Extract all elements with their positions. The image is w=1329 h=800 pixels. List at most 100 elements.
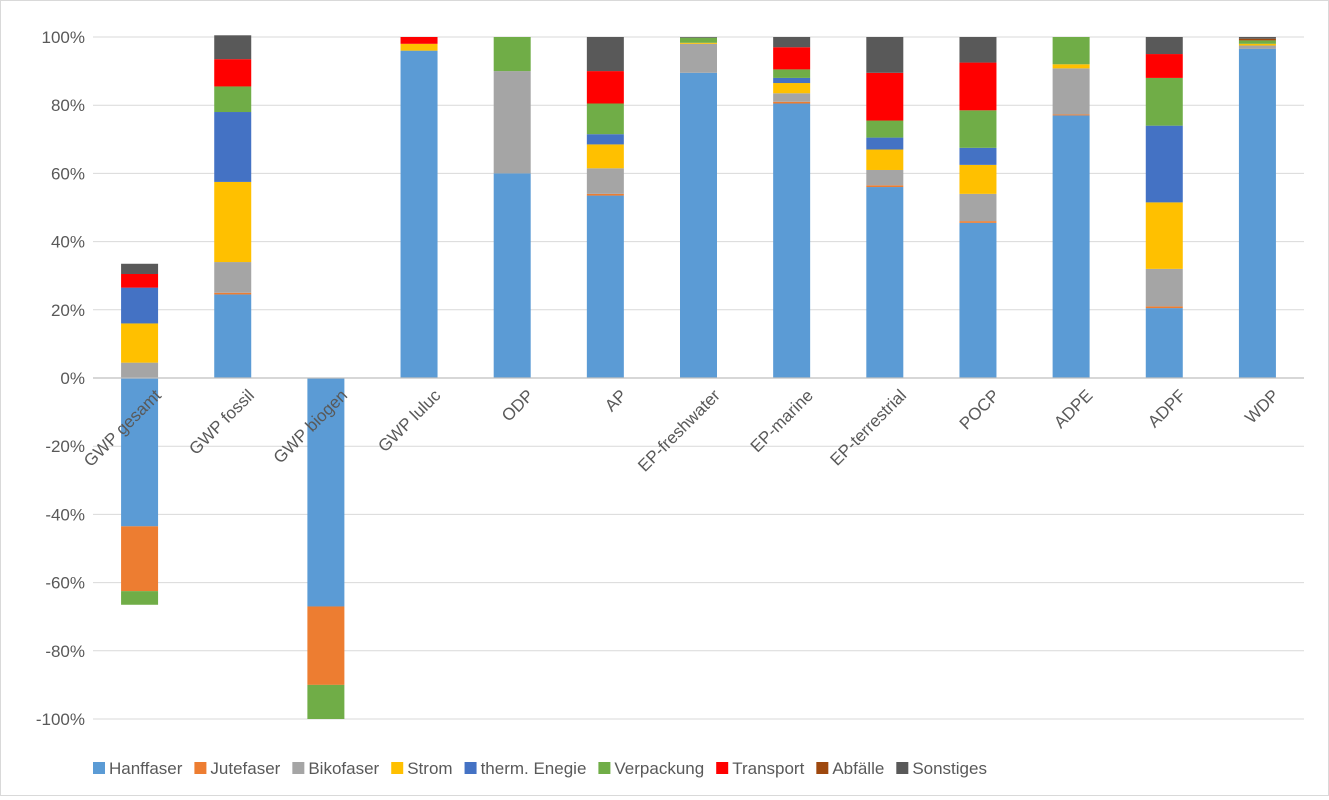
bar-jutefaser-ep-marine [773,101,811,104]
bar-verpackung-ap [586,103,624,135]
legend-label: Verpackung [614,759,704,778]
y-tick-label: 20% [51,301,85,320]
bar-strom-ep-terrestrial [866,149,904,170]
bar-jutefaser-ap [586,193,624,196]
legend-swatch [194,762,207,774]
bar-transport-gwp-luluc [400,37,438,44]
bar-verpackung-pocp [959,110,997,148]
x-tick-label: GWP luluc [374,386,444,456]
y-tick-label: -100% [36,710,85,729]
y-tick-label: -80% [45,642,85,661]
bar-verpackung-ep-freshwater [680,37,717,43]
bar-verpackung-ep-terrestrial [866,120,904,138]
bar-therm-enegie-ep-terrestrial [866,137,904,150]
legend-swatch [93,762,105,774]
bar-hanffaser-ep-freshwater [680,72,717,379]
bar-bikofaser-adpe [1052,68,1090,115]
bar-hanffaser-gwp-biogen [307,378,345,607]
bar-strom-gwp-gesamt [121,323,159,363]
bar-verpackung-gwp-gesamt [121,591,159,605]
bar-verpackung-gwp-fossil [214,86,252,113]
bar-sonstiges-adpf [1145,37,1183,55]
x-tick-label: ODP [498,386,537,425]
bar-bikofaser-wdp [1238,45,1276,49]
legend-swatch [464,762,477,774]
x-axis-labels: GWP gesamt GWP fossil GWP biogen GWP luluc O… [80,386,1283,476]
bar-verpackung-odp [493,37,531,72]
legend-swatch [896,762,909,774]
bar-jutefaser-gwp-gesamt [121,526,159,592]
bar-strom-gwp-luluc [400,43,438,51]
bar-bikofaser-ap [586,168,624,194]
bar-verpackung-wdp [1238,40,1276,44]
bar-jutefaser-pocp [959,221,997,223]
bar-verpackung-adpf [1145,77,1183,126]
bar-therm-enegie-ep-marine [773,77,811,84]
y-tick-label: 40% [51,233,85,252]
bar-strom-wdp [1238,43,1276,46]
bar-transport-adpf [1145,54,1183,78]
bar-sonstiges-ap [586,37,624,72]
bar-strom-adpf [1145,202,1183,269]
y-axis: 100% 80% 60% 40% 20% 0% -20% -40% -60% -80% -100% [36,28,85,729]
legend-label: therm. Enegie [481,759,587,778]
bar-bikofaser-pocp [959,193,997,222]
bar-jutefaser-adpf [1145,306,1183,309]
legend-label: Hanffaser [109,759,183,778]
y-tick-label: 60% [51,164,85,183]
legend-swatch [816,762,829,774]
x-tick-label: EP-marine [747,386,817,456]
x-tick-label: ADPE [1050,386,1096,432]
legend-label: Abfälle [832,759,884,778]
bar-verpackung-ep-marine [773,69,811,78]
x-tick-label: EP-terrestrial [827,386,911,470]
bar-bikofaser-ep-freshwater [680,43,717,73]
legend-swatch [716,762,729,774]
bar-hanffaser-gwp-gesamt [121,378,159,527]
x-tick-label: ADPF [1144,386,1189,431]
bar-sonstiges-ep-terrestrial [866,37,904,73]
x-tick-label: WDP [1241,386,1282,427]
bar-strom-gwp-fossil [214,181,252,263]
legend-label: Sonstiges [912,759,987,778]
legend-label: Jutefaser [210,759,280,778]
bar-bikofaser-adpf [1145,268,1183,307]
bar-verpackung-gwp-biogen [307,684,345,719]
bar-transport-ep-marine [773,47,811,70]
bar-hanffaser-ep-terrestrial [866,187,904,378]
bar-transport-ap [586,71,624,104]
legend: Hanffaser Jutefaser Bikofaser Strom therm. E… [93,759,987,778]
y-tick-label: 80% [51,96,85,115]
bar-verpackung-adpe [1052,37,1090,65]
bar-transport-gwp-gesamt [121,273,159,288]
bar-strom-adpe [1052,64,1090,69]
bar-sonstiges-gwp-fossil [214,35,252,60]
bar-hanffaser-gwp-fossil [214,294,252,378]
legend-swatch [391,762,404,774]
bar-therm-enegie-adpf [1145,125,1183,203]
bar-hanffaser-adpe [1052,115,1090,379]
legend-swatch [292,762,305,774]
x-tick-label: POCP [956,386,1004,434]
y-tick-label: -40% [45,505,85,524]
bar-sonstiges-wdp [1238,37,1276,39]
bar-transport-gwp-fossil [214,59,252,87]
bars [121,35,1276,719]
bar-strom-ap [586,144,624,169]
bar-bikofaser-ep-terrestrial [866,169,904,186]
bar-sonstiges-ep-marine [773,37,811,48]
bar-hanffaser-ep-marine [773,103,811,379]
legend-swatch [598,762,611,774]
bar-transport-pocp [959,62,997,111]
bar-therm-enegie-ap [586,134,624,145]
bar-abf-lle-wdp [1238,38,1276,41]
bar-jutefaser-gwp-fossil [214,292,252,295]
bar-hanffaser-pocp [959,222,997,378]
bar-therm-enegie-pocp [959,147,997,165]
bar-transport-ep-terrestrial [866,72,904,121]
y-tick-label: 100% [42,28,85,47]
bar-bikofaser-gwp-gesamt [121,362,159,378]
bar-sonstiges-gwp-gesamt [121,263,159,274]
